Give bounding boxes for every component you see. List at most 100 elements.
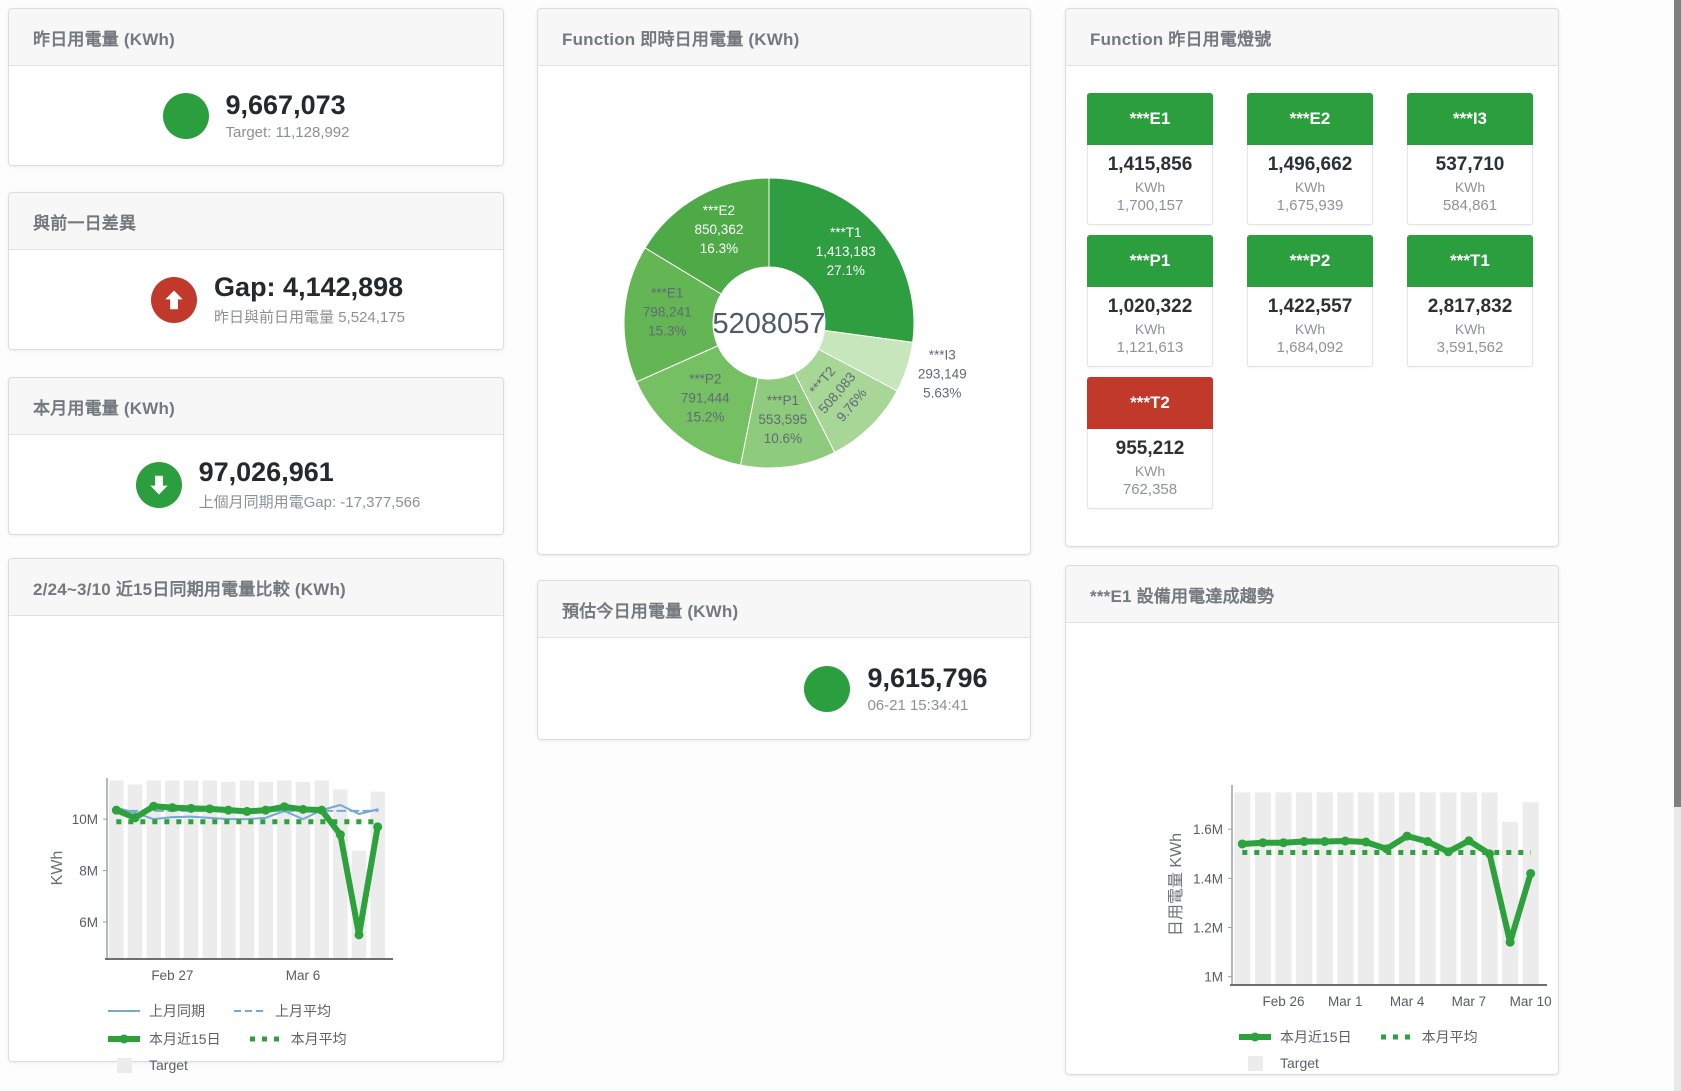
light-tile-target: 584,861 [1442,197,1498,214]
light-tile-value: 2,817,832 [1427,296,1513,317]
legend-label: 上月平均 [275,1003,331,1019]
legend-row: 上月同期 上月平均 [107,1001,503,1021]
month-value: 97,026,961 [198,456,334,487]
target-bar [1399,792,1416,984]
light-tile-P2[interactable]: ***P2 1,422,557 KWh 1,684,092 [1247,235,1373,367]
series-point [373,822,383,832]
donut-slice-label: ***P1 553,595 10.6% [758,393,807,446]
target-bar [1275,792,1292,984]
trend-chart-legend: 本月近15日 本月平均 Target [1238,1027,1558,1071]
target-bar [295,781,311,958]
legend-label: 本月平均 [1421,1029,1478,1045]
svg-text:1.6M: 1.6M [1193,822,1223,837]
light-tile-E2[interactable]: ***E2 1,496,662 KWh 1,675,939 [1247,93,1373,225]
donut-slice-E2[interactable] [644,177,770,295]
donut-slice-label: ***E2 850,362 16.3% [695,203,744,256]
compare-usage-chart[interactable]: 6M 8M 10M Feb 27 Mar 6 KWh [15,770,503,999]
arrow-down-circle-icon [135,461,182,508]
target-bar [1481,792,1498,984]
svg-text:日用電量 KWh: 日用電量 KWh [1168,833,1185,936]
scrollbar-thumb[interactable] [1674,0,1681,808]
card-yesterday-usage: 昨日用電量 (KWh) 9,667,073 Target: 11,128,992 [8,8,504,166]
realtime-usage-donut[interactable]: ***T1 1,413,183 27.1% ***I3 293,149 5.63% ***T… [538,66,1030,541]
legend-item-本月平均[interactable]: 本月平均 [249,1029,347,1049]
yesterday-kpi: 9,667,073 Target: 11,128,992 [9,66,503,165]
light-tile-name: ***P1 [1087,235,1213,287]
series-point [261,805,271,815]
light-tile-body: 1,422,557 KWh 1,684,092 [1247,287,1373,367]
series-point [279,802,289,812]
card-compare-chart-header: 2/24~3/10 近15日同期用電量比較 (KWh) [9,559,503,616]
target-bar [1440,792,1457,984]
light-tile-body: 1,415,856 KWh 1,700,157 [1087,145,1213,225]
light-tile-P1[interactable]: ***P1 1,020,322 KWh 1,121,613 [1087,235,1213,367]
svg-text:KWh: KWh [49,851,66,886]
estimate-kpi: 9,615,796 06-21 15:34:41 [650,638,1142,739]
svg-text:Mar 6: Mar 6 [286,968,321,983]
legend-row: Target [1238,1055,1558,1071]
legend-item-上月同期[interactable]: 上月同期 [107,1001,205,1021]
light-tile-body: 1,496,662 KWh 1,675,939 [1247,145,1373,225]
light-tile-I3[interactable]: ***I3 537,710 KWh 584,861 [1407,93,1533,225]
target-bar [146,780,161,958]
series-point [1464,836,1474,846]
series-point [1505,937,1515,947]
light-tile-body: 537,710 KWh 584,861 [1407,145,1533,225]
svg-text:Mar 1: Mar 1 [1328,994,1363,1009]
light-tile-body: 955,212 KWh 762,358 [1087,429,1213,509]
light-tile-target: 1,675,939 [1276,197,1344,214]
target-bar [1254,792,1271,984]
target-bar [1460,792,1477,984]
series-point [242,806,252,816]
light-tile-value: 1,422,557 [1267,296,1353,317]
legend-item-Target[interactable]: Target [107,1057,188,1073]
light-tile-name: ***T1 [1407,235,1533,287]
card-title: Function 昨日用電燈號 [1090,29,1272,49]
e1-trend-chart[interactable]: 1M 1.2M 1.4M 1.6M Feb 26 Mar 1 Mar 4 Mar 7 Mar 1… [1068,777,1558,1025]
target-bar [370,791,385,958]
light-tile-value: 537,710 [1435,154,1505,175]
legend-item-本月近15日[interactable]: 本月近15日 [107,1029,221,1049]
legend-item-上月平均[interactable]: 上月平均 [233,1001,331,1021]
legend-row: Target [107,1057,503,1073]
light-tile-T2[interactable]: ***T2 955,212 KWh 762,358 [1087,377,1213,509]
donut-slice-P2[interactable] [635,345,759,466]
card-realtime-donut-header: Function 即時日用電量 (KWh) [538,9,1030,66]
target-bar [258,781,273,958]
series-point [354,930,364,940]
donut-slice-label: ***I3 293,149 5.63% [918,348,967,401]
light-tile-value: 1,020,322 [1107,296,1193,317]
series-point [1258,838,1268,848]
donut-slice-T1[interactable] [768,177,915,343]
light-tile-T1[interactable]: ***T1 2,817,832 KWh 3,591,562 [1407,235,1533,367]
target-bar [1337,792,1354,984]
legend-line-icon [1238,1031,1272,1043]
svg-text:Mar 7: Mar 7 [1452,994,1487,1009]
target-bar [239,780,255,958]
target-bar [1378,792,1395,984]
light-tile-name: ***E1 [1087,93,1213,145]
legend-item-本月平均[interactable]: 本月平均 [1380,1027,1478,1047]
legend-item-本月近15日[interactable]: 本月近15日 [1238,1027,1352,1047]
svg-text:1M: 1M [1204,970,1223,985]
card-e1-trend-header: ***E1 設備用電達成趨勢 [1066,566,1558,623]
target-bar [277,780,292,958]
scrollbar-track[interactable] [1674,0,1681,1091]
target-bar [1419,792,1436,984]
light-tile-unit: KWh [1134,179,1166,195]
target-bar [1316,792,1333,984]
light-tile-value: 1,496,662 [1267,154,1353,175]
donut-slice-E1[interactable] [623,247,722,383]
card-lights-panel-header: Function 昨日用電燈號 [1066,9,1558,66]
series-point [335,830,345,840]
legend-row: 本月近15日 本月平均 [1238,1027,1558,1047]
svg-text:Feb 26: Feb 26 [1262,994,1304,1009]
legend-label: 本月近15日 [149,1031,221,1047]
target-bar [314,780,329,958]
light-tile-E1[interactable]: ***E1 1,415,856 KWh 1,700,157 [1087,93,1213,225]
svg-text:Feb 27: Feb 27 [151,968,193,983]
legend-item-Target[interactable]: Target [1238,1055,1319,1071]
series-point [1340,836,1350,846]
legend-row: 本月近15日 本月平均 [107,1029,503,1049]
card-lights-panel: Function 昨日用電燈號 ***E1 1,415,856 KWh 1,700,1… [1065,8,1559,547]
